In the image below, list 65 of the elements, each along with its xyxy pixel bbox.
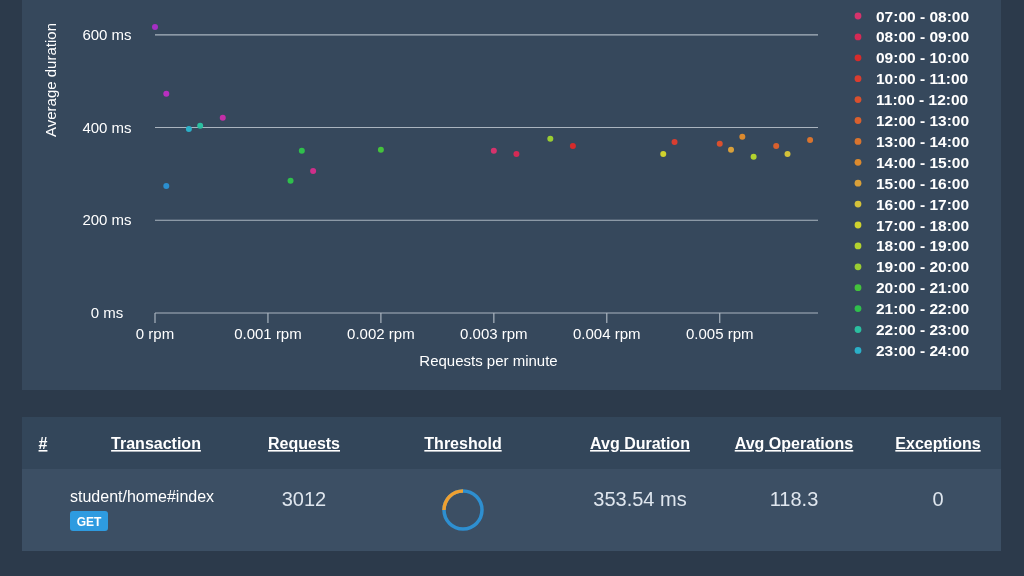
legend-label: 12:00 - 13:00 — [876, 112, 970, 129]
text: student/home#index — [70, 488, 215, 505]
legend-label: 23:00 - 24:00 — [876, 341, 970, 359]
x-tick-label: 0.002 rpm — [347, 325, 415, 342]
legend-label: 21:00 - 22:00 — [876, 300, 970, 318]
text: 0 — [932, 488, 944, 510]
y-tick-label: 400 ms — [82, 118, 132, 136]
text: 3012 — [281, 488, 327, 510]
point — [287, 177, 294, 184]
text: 118.3 — [769, 488, 819, 510]
point — [660, 150, 667, 157]
point — [298, 147, 305, 154]
y-tick-label: 600 ms — [82, 25, 132, 43]
legend-label: 17:00 - 18:00 — [876, 216, 970, 234]
legend-label: 11:00 - 12:00 — [876, 91, 969, 109]
legend-label: 10:00 - 11:00 — [876, 70, 969, 88]
text: Requests — [267, 435, 341, 452]
text: # — [38, 435, 48, 452]
point — [547, 135, 554, 142]
point — [185, 125, 192, 132]
point — [716, 140, 723, 147]
y-tick-label: 0 ms — [90, 304, 124, 321]
legend-label: 20:00 - 21:00 — [876, 279, 970, 297]
point — [377, 146, 384, 153]
point — [513, 150, 520, 157]
legend-label: 18:00 - 19:00 — [876, 237, 970, 255]
point — [310, 168, 317, 175]
point — [728, 146, 735, 153]
legend-label: 13:00 - 14:00 — [876, 132, 970, 150]
point — [773, 143, 780, 150]
point — [163, 182, 170, 189]
point — [569, 143, 576, 150]
legend-label: 09:00 - 10:00 — [876, 49, 970, 67]
x-tick-label: 0.003 rpm — [460, 325, 528, 342]
text: 353.54 ms — [593, 488, 687, 510]
text: GET — [76, 515, 102, 529]
point — [750, 153, 757, 160]
legend-label: 08:00 - 09:00 — [876, 28, 970, 46]
text: Avg Duration — [590, 435, 690, 452]
point — [671, 138, 678, 145]
x-tick-label: 0.001 rpm — [234, 325, 302, 342]
x-tick-label: 0.005 rpm — [685, 325, 754, 342]
point — [163, 90, 170, 97]
x-axis-title: Requests per minute — [419, 352, 558, 369]
text: Transaction — [111, 435, 201, 452]
legend-label: 07:00 - 08:00 — [876, 7, 970, 25]
point — [490, 147, 497, 154]
legend-label: 16:00 - 17:00 — [876, 195, 970, 213]
x-tick-label: 0.004 rpm — [573, 325, 641, 342]
y-axis-title: Average duration — [42, 23, 59, 137]
point — [739, 133, 746, 140]
legend-label: 14:00 - 15:00 — [876, 153, 970, 171]
point — [807, 137, 814, 144]
point — [197, 122, 204, 129]
legend-label: 15:00 - 16:00 — [876, 174, 970, 192]
text: Avg Operations — [734, 435, 854, 452]
point — [152, 23, 158, 30]
legend-label: 22:00 - 23:00 — [876, 321, 970, 338]
point — [219, 114, 226, 121]
text: Threshold — [424, 435, 502, 452]
point — [784, 150, 791, 157]
text: Exceptions — [895, 435, 981, 452]
x-tick-label: 0 rpm — [135, 325, 175, 342]
y-tick-label: 200 ms — [82, 211, 132, 229]
legend-label: 19:00 - 20:00 — [876, 258, 970, 276]
